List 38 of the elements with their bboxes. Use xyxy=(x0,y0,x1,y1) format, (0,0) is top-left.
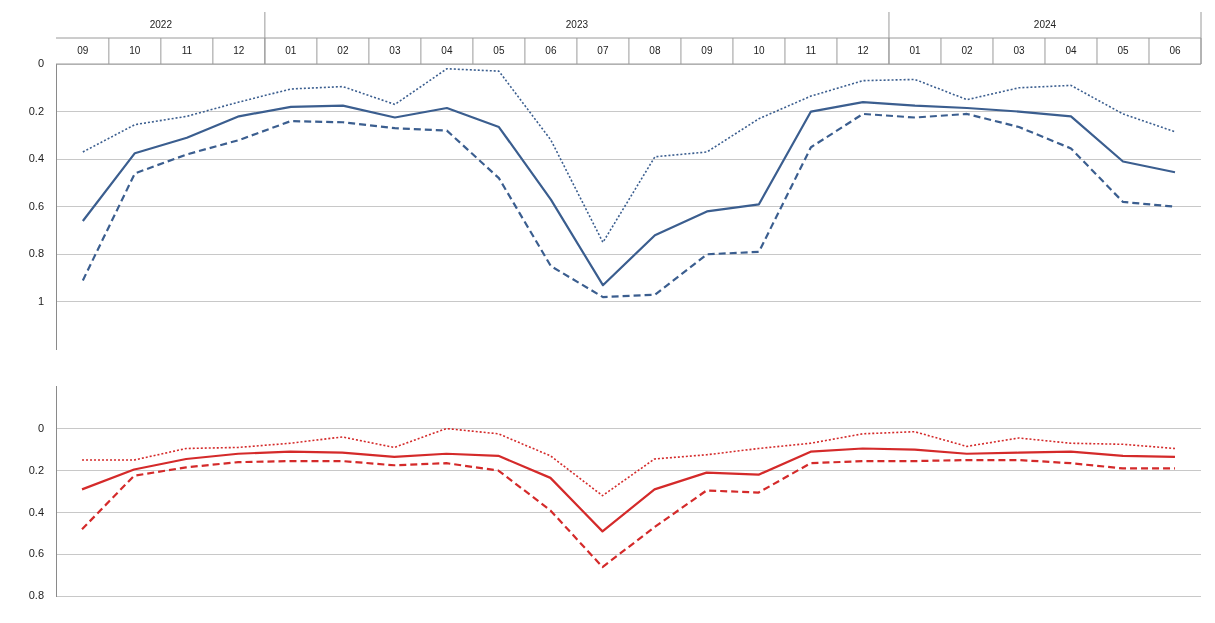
line-series xyxy=(80,458,1177,569)
x-tick-label: 02 xyxy=(337,44,349,56)
text: 2024 xyxy=(1033,18,1057,30)
y-tick-label: 0.6 xyxy=(28,547,44,560)
x-tick-label: 01 xyxy=(909,44,921,56)
text: 2023 xyxy=(565,18,589,30)
x-tick-label: 12 xyxy=(233,44,245,56)
y-tick-label: 0.4 xyxy=(28,152,44,165)
x-tick-label: 10 xyxy=(753,44,765,56)
y-tick-label: 0 xyxy=(37,421,44,434)
x-tick-label: 04 xyxy=(441,44,453,56)
x-tick-label: 12 xyxy=(857,44,869,56)
x-tick-label: 05 xyxy=(493,44,505,56)
x-tick-label: 11 xyxy=(181,44,193,56)
x-tick-label: 04 xyxy=(1065,44,1077,56)
text: 2022 xyxy=(149,18,173,30)
x-tick-label: 01 xyxy=(285,44,297,56)
x-tick-label: 02 xyxy=(961,44,973,56)
y-tick-label: 0 xyxy=(37,57,44,70)
y-tick-label: 1 xyxy=(37,294,44,307)
line-series xyxy=(81,427,1176,497)
x-tick-label: 03 xyxy=(389,44,401,56)
x-tick-label: 11 xyxy=(805,44,817,56)
x-tick-label: 06 xyxy=(545,44,557,56)
y-tick-label: 0.6 xyxy=(28,199,44,212)
x-tick-label: 05 xyxy=(1117,44,1129,56)
y-tick-label: 0.8 xyxy=(28,247,44,260)
x-tick-label: 09 xyxy=(701,44,713,56)
x-tick-label: 07 xyxy=(597,44,609,56)
y-tick-label: 0.8 xyxy=(28,589,44,602)
x-tick-label: 06 xyxy=(1169,44,1181,56)
x-tick-label: 10 xyxy=(129,44,141,56)
y-tick-label: 0.4 xyxy=(28,505,44,518)
y-tick-label: 0.2 xyxy=(28,104,44,117)
x-tick-label: 08 xyxy=(649,44,661,56)
x-tick-label: 03 xyxy=(1013,44,1025,56)
x-tick-label: 09 xyxy=(77,44,89,56)
y-tick-label: 0.2 xyxy=(28,463,44,476)
